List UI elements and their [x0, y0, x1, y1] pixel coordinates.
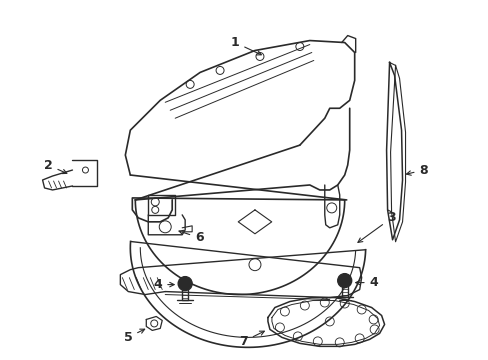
Text: 7: 7 [239, 331, 264, 348]
Text: 8: 8 [406, 163, 427, 176]
Text: 4: 4 [153, 278, 174, 291]
Text: 6: 6 [179, 230, 203, 244]
Circle shape [337, 274, 351, 288]
Text: 2: 2 [44, 158, 67, 174]
Text: 5: 5 [123, 329, 144, 344]
Circle shape [178, 276, 192, 291]
Text: 3: 3 [357, 211, 395, 242]
Text: 4: 4 [355, 276, 378, 289]
Text: 1: 1 [230, 36, 261, 55]
